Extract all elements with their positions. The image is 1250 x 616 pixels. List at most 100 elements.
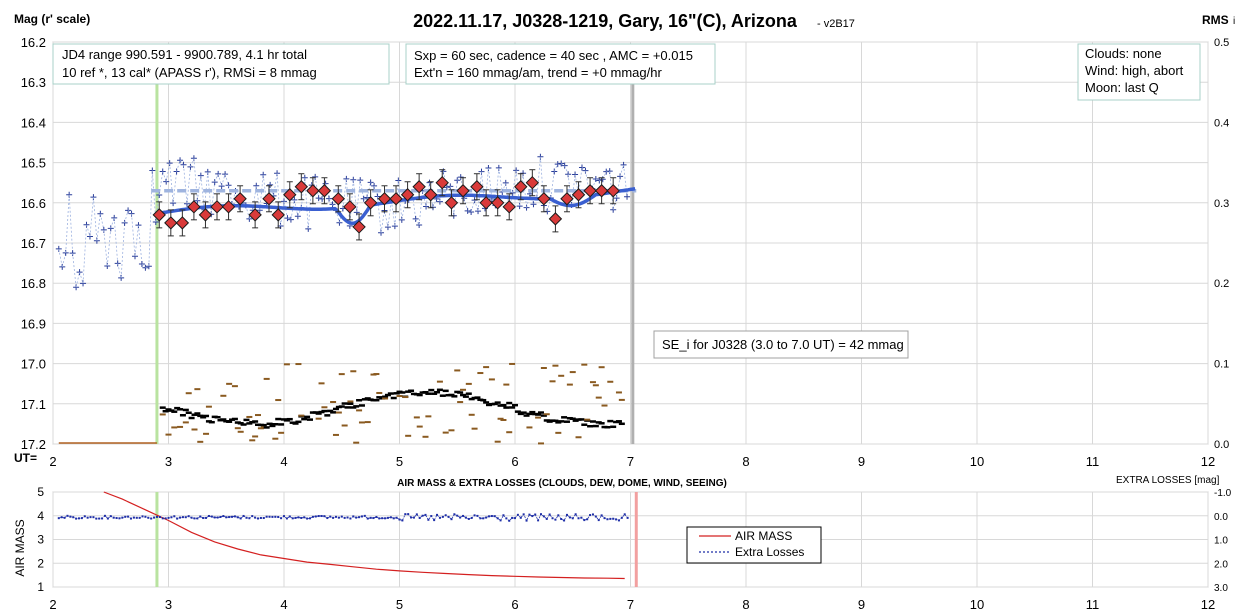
raw-connector: [134, 225, 139, 257]
lower-y-axis-label-right: EXTRA LOSSES [mag]: [1116, 475, 1220, 486]
lower-chart-title: AIR MASS & EXTRA LOSSES (CLOUDS, DEW, DO…: [397, 478, 727, 489]
raw-connector: [127, 210, 132, 214]
lower-x-tick-label: 2: [49, 597, 56, 612]
upper-right-tick-label: 0.5: [1214, 37, 1229, 49]
binned-point: [221, 200, 236, 214]
extra-losses-point: [239, 517, 242, 520]
binned-point: [187, 200, 201, 214]
binned-point: [514, 180, 528, 194]
raw-connector: [550, 171, 555, 199]
x-axis-label: UT=: [14, 451, 37, 465]
extra-losses-point: [381, 517, 384, 520]
raw-point: [215, 170, 222, 177]
upper-y-tick-label: 16.7: [21, 236, 46, 251]
extra-losses-point: [303, 516, 306, 519]
raw-connector: [61, 252, 67, 268]
extra-losses-point: [106, 517, 109, 520]
upper-y-tick-label: 16.4: [21, 115, 46, 130]
binned-point: [571, 188, 586, 202]
extra-losses-point: [213, 516, 216, 519]
extra-losses-point: [366, 517, 369, 520]
info-middle-line-2: Ext'n = 160 mmag/am, trend = +0 mmag/hr: [414, 65, 662, 80]
extra-losses-point: [499, 519, 502, 522]
raw-connector: [328, 198, 333, 205]
binned-point: [502, 200, 516, 214]
raw-connector: [522, 173, 527, 208]
binned-point: [363, 196, 378, 210]
binned-point: [444, 196, 459, 210]
extra-losses-point: [626, 516, 629, 519]
extra-losses-point: [427, 518, 430, 521]
extra-losses-point: [389, 516, 392, 519]
binned-point: [283, 188, 297, 202]
extra-losses-point: [231, 515, 234, 518]
binned-point: [233, 192, 247, 206]
info-right-line-2: Wind: high, abort: [1085, 63, 1184, 78]
raw-point: [599, 176, 606, 183]
info-middle-line-1: Sxp = 60 sec, cadence = 40 sec , AMC = +…: [414, 48, 693, 63]
raw-connector: [397, 180, 403, 220]
extra-losses-point: [421, 514, 424, 517]
lower-vertical-markers: [155, 492, 638, 587]
raw-connector: [131, 213, 136, 257]
extra-losses-point: [300, 516, 303, 519]
binned-point: [525, 175, 540, 190]
raw-point: [173, 168, 180, 175]
raw-connector: [110, 217, 115, 229]
extra-losses-point: [496, 517, 499, 520]
lower-gridlines: [52, 491, 1209, 588]
extra-losses-point: [531, 515, 534, 518]
upper-vertical-markers: [58, 84, 635, 444]
upper-x-tick-label: 5: [396, 454, 403, 469]
extra-losses-point: [488, 515, 491, 518]
raw-connector: [79, 271, 84, 284]
extra-losses-point: [202, 517, 205, 520]
extra-losses-point: [219, 515, 222, 518]
extra-losses-point: [565, 513, 568, 516]
lower-x-tick-label: 3: [165, 597, 172, 612]
extra-losses-point: [502, 514, 505, 517]
extra-losses-point: [600, 514, 603, 517]
upper-panel: 2 3 4 5 6 7 8 9 10 11 12 16.216.316.416.516.616.71…: [14, 11, 1235, 469]
lower-x-tick-labels: 2 3 4 5 6 7 8 9 10 11 12: [49, 597, 1215, 612]
binned-point: [479, 196, 493, 210]
raw-connector: [553, 163, 559, 172]
extra-losses-point: [528, 513, 531, 516]
extra-losses-point: [320, 515, 323, 518]
extra-losses-point: [57, 517, 60, 520]
binned-point: [560, 192, 574, 206]
lower-x-tick-label: 9: [858, 597, 865, 612]
upper-x-tick-label: 6: [511, 454, 518, 469]
extra-losses-point: [563, 519, 566, 522]
extra-losses-point: [285, 517, 288, 520]
raw-connector: [432, 198, 437, 208]
raw-connector: [352, 179, 358, 213]
lower-right-tick-label: 1.0: [1214, 536, 1228, 547]
raw-connector: [214, 173, 219, 183]
raw-connector: [190, 158, 195, 168]
extra-losses-line: [57, 513, 629, 522]
extra-losses-point: [479, 517, 482, 520]
raw-connector: [145, 265, 150, 269]
raw-point: [360, 195, 367, 202]
upper-y-tick-label: 16.5: [21, 156, 46, 171]
extra-losses-point: [436, 513, 439, 516]
raw-point: [138, 261, 145, 268]
binned-point: [456, 184, 470, 198]
info-box-left: JD4 range 990.591 - 9900.789, 4.1 hr tot…: [52, 43, 390, 85]
raw-connector: [65, 194, 70, 253]
raw-point: [617, 173, 624, 180]
extra-losses-point: [574, 513, 577, 516]
raw-point: [592, 175, 599, 182]
upper-y-tick-label: 17.2: [21, 437, 46, 452]
upper-x-tick-label: 8: [742, 454, 749, 469]
raw-connector: [387, 200, 392, 228]
raw-connector: [474, 199, 479, 212]
raw-connector: [290, 199, 295, 220]
upper-x-tick-label: 11: [1086, 454, 1100, 469]
upper-x-tick-label: 10: [970, 454, 984, 469]
extra-losses-point: [210, 515, 213, 518]
chart-version: - v2B17: [817, 18, 855, 30]
lower-y-tick-label: 5: [37, 485, 44, 499]
